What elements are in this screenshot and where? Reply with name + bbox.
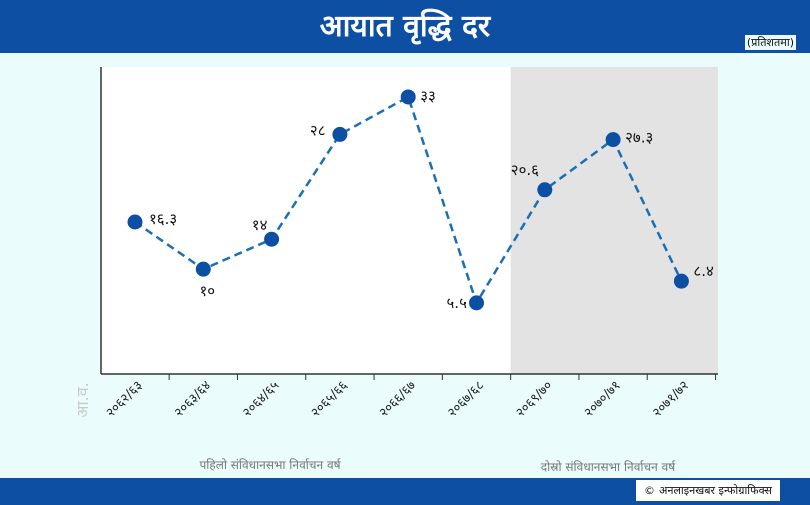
x-tick-label: २०६५/६६ <box>308 378 351 421</box>
data-label: १४ <box>252 216 268 234</box>
data-point <box>605 132 621 148</box>
x-tick-label: २०७१/७२ <box>650 378 692 420</box>
period-label-first: पहिलो संविधानसभा निर्वाचन वर्ष <box>199 458 341 472</box>
data-label: २७.३ <box>625 129 653 147</box>
unit-label: (प्रतिशतमा) <box>744 35 796 50</box>
x-tick-label: २०६३/६४ <box>172 378 215 421</box>
data-point <box>400 89 416 105</box>
period-label-second: दोस्रो संविधानसभा निर्वाचन वर्ष <box>541 460 676 474</box>
shaded-period <box>510 67 718 374</box>
x-axis-title: आ.व. <box>73 382 92 417</box>
data-point <box>469 295 484 311</box>
series-line <box>134 95 683 306</box>
data-label: ५.५ <box>447 294 468 312</box>
chart-title: आयात वृद्धि दर <box>319 9 491 44</box>
data-point <box>332 126 348 142</box>
x-tick-label: २०७०/७१ <box>582 378 624 420</box>
copyright-icon: © <box>643 484 655 497</box>
data-point <box>127 214 143 230</box>
data-point <box>673 273 689 289</box>
data-label: ८.४ <box>693 262 714 280</box>
x-tick-label: २०६४/६५ <box>240 378 283 421</box>
data-label: १० <box>199 282 215 300</box>
data-label: २८ <box>310 121 326 139</box>
data-label: ३३ <box>420 87 436 105</box>
header-bar <box>0 0 810 53</box>
x-tick-label: २०६६/६७ <box>377 378 420 421</box>
data-label: १६.३ <box>149 210 177 228</box>
data-point <box>264 231 280 247</box>
data-label: २०.६ <box>511 161 539 179</box>
x-tick-label: २०६९/७० <box>513 378 555 420</box>
x-tick-label: २०६२/६३ <box>103 378 145 420</box>
credit-text: अनलाइनखबर इन्फोग्राफिक्स <box>658 484 772 497</box>
x-tick-label: २०६७/६८ <box>445 378 488 421</box>
data-point <box>537 182 553 198</box>
data-point <box>195 261 211 277</box>
credit-box: © अनलाइनखबर इन्फोग्राफिक्स <box>635 480 780 501</box>
line-chart: आ.व. २०६२/६३ २०६३/६४ २०६४/६५ २०६५/६६ २०६६/६७ २… <box>73 67 718 474</box>
